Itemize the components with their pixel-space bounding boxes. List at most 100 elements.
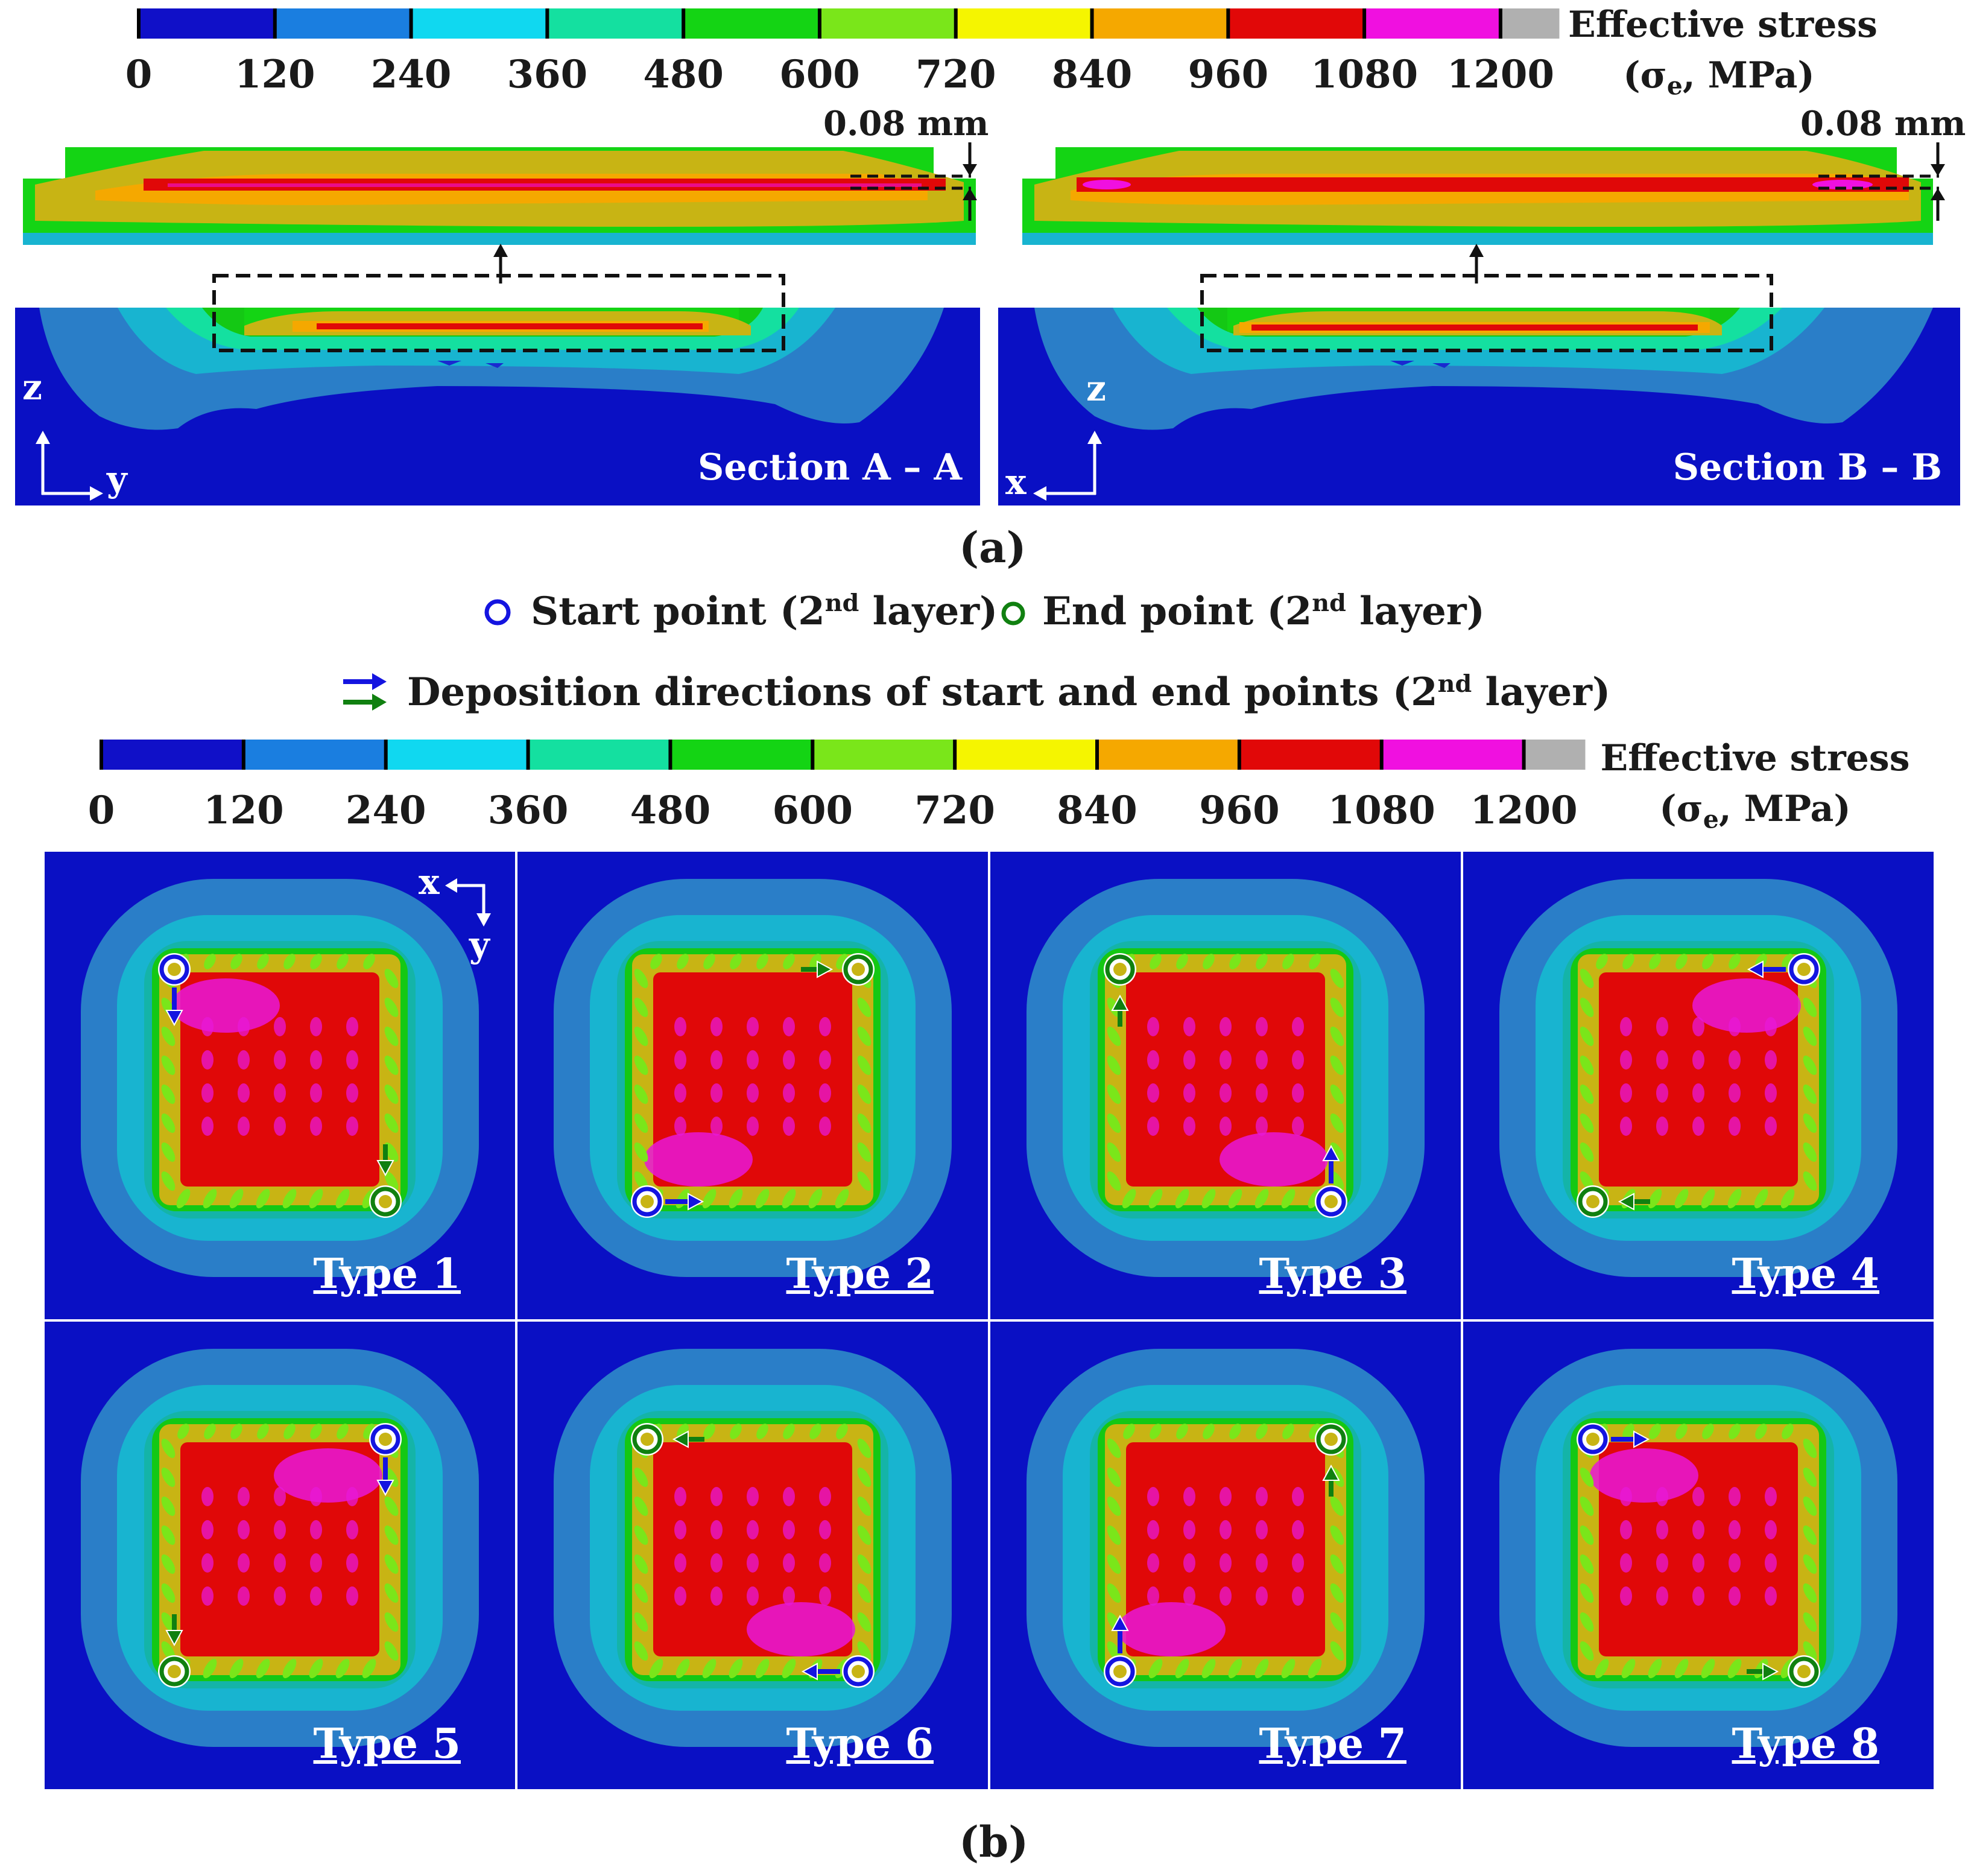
type-tile: Type 3 — [990, 852, 1461, 1319]
start-point-marker-icon — [1315, 1185, 1347, 1218]
type-tile: Type 2 — [517, 852, 988, 1319]
end-direction-arrow-icon — [1618, 1193, 1650, 1211]
end-direction-arrow-icon — [1747, 1662, 1779, 1681]
legend-start-point: Start point (2nd layer) — [531, 589, 998, 634]
start-point-marker-icon — [1577, 1423, 1609, 1456]
colorbar-segment — [683, 8, 820, 39]
colorbar-tick-label: 480 — [643, 52, 724, 97]
end-point-marker-icon — [369, 1185, 402, 1218]
start-point-marker-icon — [1104, 1655, 1136, 1688]
colorbar-tick-label: 960 — [1188, 52, 1269, 97]
type-tile: Type 7 — [990, 1322, 1461, 1789]
colorbar-tick-label: 0 — [87, 788, 115, 833]
start-direction-arrow-icon — [376, 1457, 394, 1497]
colorbar-tick-label: 240 — [345, 788, 426, 833]
section-b-zoom-arrow — [1469, 244, 1484, 284]
colorbar-tick-label: 360 — [507, 52, 588, 97]
end-point-marker-icon — [1001, 601, 1025, 626]
section-a-zoom-arrow — [493, 244, 508, 284]
section-a-dashed-box — [212, 274, 785, 352]
colorbar-segment — [101, 740, 244, 770]
end-point-marker-icon — [842, 953, 875, 986]
type-label: Type 8 — [1732, 1720, 1879, 1768]
end-point-marker-icon — [1788, 1655, 1820, 1688]
type-label: Type 1 — [313, 1250, 461, 1298]
section-b-axis-z: z — [1086, 368, 1106, 409]
colorbar-tick-label: 120 — [234, 52, 315, 97]
type-tile: Type 6 — [517, 1322, 988, 1789]
start-point-marker-icon — [158, 953, 191, 986]
legend-end-point: End point (2nd layer) — [1042, 589, 1485, 634]
colorbar-segment — [1523, 740, 1586, 770]
colorbar-tick-label: 840 — [1051, 52, 1133, 97]
end-direction-arrow-icon — [1322, 1464, 1340, 1497]
colorbar-tick-label: 720 — [914, 788, 995, 833]
type-label: Type 4 — [1732, 1250, 1879, 1298]
deposition-direction-arrows-icon — [343, 673, 387, 711]
end-point-marker-icon — [1315, 1423, 1347, 1456]
type-contour — [45, 852, 515, 1319]
section-a-axis-y: y — [107, 458, 127, 499]
start-direction-arrow-icon — [1611, 1430, 1650, 1448]
section-b-contour — [998, 308, 1960, 505]
end-point-marker-icon — [1104, 953, 1136, 986]
start-direction-arrow-icon — [665, 1193, 704, 1211]
colorbar-top-title-line2: (σe, MPa) — [1623, 54, 1815, 101]
colorbar-top-strip — [137, 8, 1560, 39]
colorbar-segment — [1364, 8, 1501, 39]
section-b-axis-x: x — [1005, 461, 1027, 502]
colorbar-bottom-title-line1: Effective stress — [1600, 737, 1910, 779]
colorbar-segment — [1228, 8, 1365, 39]
legend-deposition-directions: Deposition directions of start and end p… — [407, 670, 1611, 715]
colorbar-tick-label: 120 — [203, 788, 284, 833]
type-tile: Type 4 — [1463, 852, 1934, 1319]
colorbar-segment — [812, 740, 955, 770]
axis-y-label: y — [469, 924, 490, 965]
colorbar-tick-label: 480 — [630, 788, 711, 833]
type-contour — [990, 1322, 1461, 1789]
type-contour — [517, 1322, 988, 1789]
colorbar-tick-label: 600 — [772, 788, 853, 833]
colorbar-segment — [139, 8, 276, 39]
type-grid: Type 1 x y Type 2 Type 3 Type 4 Type 5 Type 6 Ty… — [45, 852, 1934, 1793]
section-b-dashed-box — [1200, 274, 1773, 352]
colorbar-tick-label: 960 — [1199, 788, 1280, 833]
colorbar-tick-label: 240 — [370, 52, 452, 97]
colorbar-tick-label: 1200 — [1470, 788, 1578, 833]
section-b-axes — [1033, 431, 1102, 501]
type-label: Type 5 — [313, 1720, 461, 1768]
colorbar-tick-label: 1080 — [1311, 52, 1419, 97]
end-point-marker-icon — [1577, 1185, 1609, 1218]
section-b-dimension-label: 0.08 mm — [1800, 104, 1966, 144]
end-point-marker-icon — [631, 1423, 663, 1456]
colorbar-tick-label: 360 — [487, 788, 569, 833]
type-contour — [1463, 852, 1934, 1319]
start-point-marker-icon — [1788, 953, 1820, 986]
end-direction-arrow-icon — [801, 960, 834, 978]
colorbar-top-title-line1: Effective stress — [1568, 4, 1878, 46]
type-contour — [990, 852, 1461, 1319]
colorbar-segment — [1239, 740, 1382, 770]
type-label: Type 2 — [786, 1250, 934, 1298]
type-contour — [517, 852, 988, 1319]
type-label: Type 7 — [1259, 1720, 1406, 1768]
end-point-marker-icon — [158, 1655, 191, 1688]
section-a-dimension-marker — [850, 142, 977, 221]
start-point-marker-icon — [631, 1185, 663, 1218]
section-a-dimension-label: 0.08 mm — [823, 104, 989, 144]
section-a-contour — [15, 308, 980, 505]
colorbar-tick-label: 840 — [1057, 788, 1137, 833]
start-direction-arrow-icon — [801, 1662, 840, 1681]
start-point-marker-icon — [369, 1423, 402, 1456]
colorbar-segment — [385, 740, 529, 770]
type-label: Type 3 — [1259, 1250, 1406, 1298]
section-a-zoom-contour — [23, 147, 976, 245]
type-contour — [1463, 1322, 1934, 1789]
end-direction-arrow-icon — [1111, 994, 1129, 1027]
colorbar-segment — [243, 740, 387, 770]
start-point-marker-icon — [484, 599, 511, 626]
start-direction-arrow-icon — [1322, 1144, 1340, 1184]
section-b-dimension-marker — [1818, 142, 1945, 221]
colorbar-segment — [411, 8, 548, 39]
xy-axes-icon — [445, 878, 491, 927]
